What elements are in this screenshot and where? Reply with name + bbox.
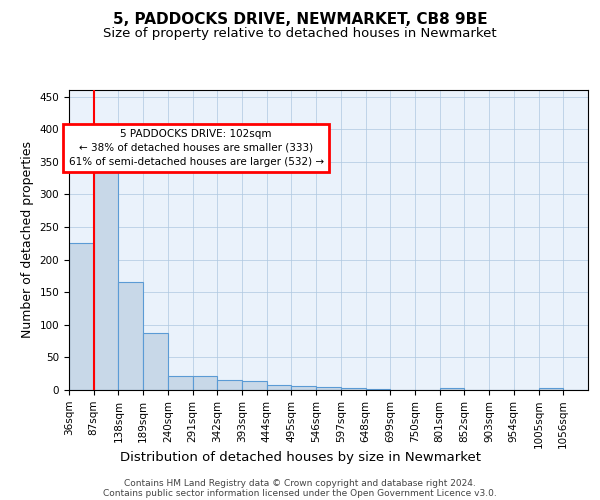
- Bar: [267, 386, 292, 390]
- Bar: [539, 388, 563, 390]
- Bar: [94, 172, 118, 390]
- Bar: [365, 388, 390, 390]
- Text: Contains HM Land Registry data © Crown copyright and database right 2024.: Contains HM Land Registry data © Crown c…: [124, 478, 476, 488]
- Text: 5 PADDOCKS DRIVE: 102sqm
← 38% of detached houses are smaller (333)
61% of semi-: 5 PADDOCKS DRIVE: 102sqm ← 38% of detach…: [68, 129, 324, 167]
- Text: Contains public sector information licensed under the Open Government Licence v3: Contains public sector information licen…: [103, 488, 497, 498]
- Y-axis label: Number of detached properties: Number of detached properties: [21, 142, 34, 338]
- Text: Size of property relative to detached houses in Newmarket: Size of property relative to detached ho…: [103, 28, 497, 40]
- Bar: [292, 386, 316, 390]
- Text: 5, PADDOCKS DRIVE, NEWMARKET, CB8 9BE: 5, PADDOCKS DRIVE, NEWMARKET, CB8 9BE: [113, 12, 487, 28]
- Bar: [242, 381, 267, 390]
- Bar: [168, 376, 193, 390]
- Bar: [341, 388, 365, 390]
- Bar: [217, 380, 242, 390]
- Bar: [440, 388, 464, 390]
- Text: Distribution of detached houses by size in Newmarket: Distribution of detached houses by size …: [119, 451, 481, 464]
- Bar: [143, 332, 168, 390]
- Bar: [118, 282, 143, 390]
- Bar: [193, 376, 217, 390]
- Bar: [316, 388, 341, 390]
- Bar: [69, 244, 94, 390]
